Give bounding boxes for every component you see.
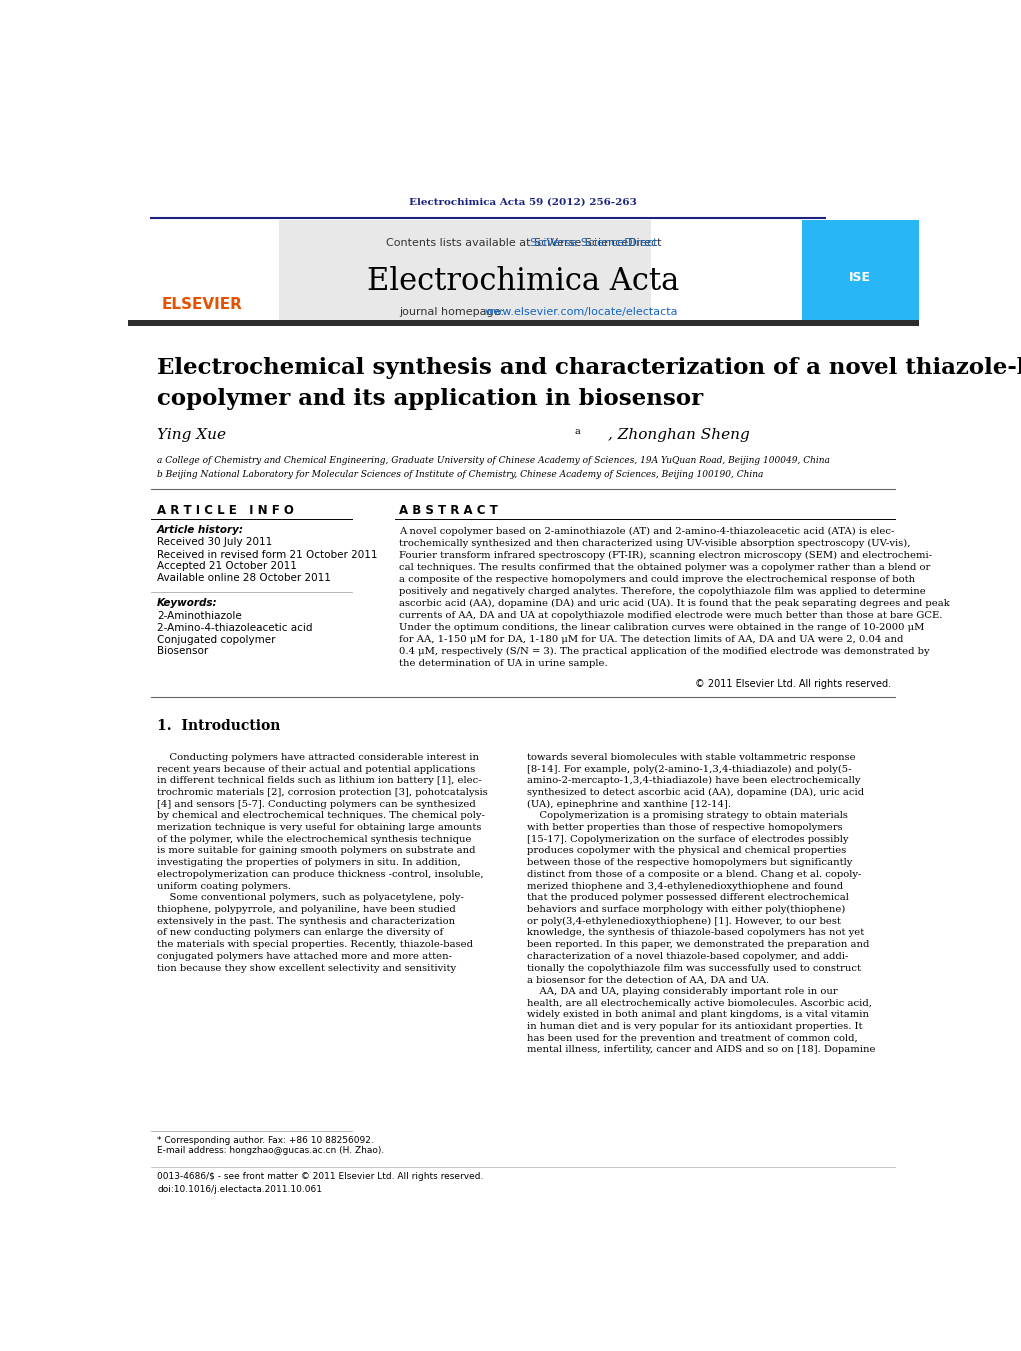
Text: or poly(3,4-ethylenedioxythiophene) [1]. However, to our best: or poly(3,4-ethylenedioxythiophene) [1].… <box>527 916 840 925</box>
Text: Conjugated copolymer: Conjugated copolymer <box>157 635 276 644</box>
Text: in different technical fields such as lithium ion battery [1], elec-: in different technical fields such as li… <box>157 777 482 785</box>
Bar <box>279 220 650 320</box>
Text: copolymer and its application in biosensor: copolymer and its application in biosens… <box>157 388 703 411</box>
Text: Received 30 July 2011: Received 30 July 2011 <box>157 538 273 547</box>
Text: www.elsevier.com/locate/electacta: www.elsevier.com/locate/electacta <box>484 307 678 317</box>
Text: trochromic materials [2], corrosion protection [3], pohotcatalysis: trochromic materials [2], corrosion prot… <box>157 788 488 797</box>
Text: 0013-4686/$ - see front matter © 2011 Elsevier Ltd. All rights reserved.: 0013-4686/$ - see front matter © 2011 El… <box>157 1173 484 1182</box>
Text: electropolymerization can produce thickness -control, insoluble,: electropolymerization can produce thickn… <box>157 870 484 880</box>
Text: has been used for the prevention and treatment of common cold,: has been used for the prevention and tre… <box>527 1034 858 1043</box>
Text: a biosensor for the detection of AA, DA and UA.: a biosensor for the detection of AA, DA … <box>527 975 769 985</box>
Text: merized thiophene and 3,4-ethylenedioxythiophene and found: merized thiophene and 3,4-ethylenedioxyt… <box>527 882 843 890</box>
Text: distinct from those of a composite or a blend. Chang et al. copoly-: distinct from those of a composite or a … <box>527 870 861 880</box>
Text: A novel copolymer based on 2-aminothiazole (AT) and 2-amino-4-thiazoleacetic aci: A novel copolymer based on 2-aminothiazo… <box>399 527 894 536</box>
Text: behaviors and surface morphology with either poly(thiophene): behaviors and surface morphology with ei… <box>527 905 845 915</box>
Text: uniform coating polymers.: uniform coating polymers. <box>157 882 291 890</box>
Text: the materials with special properties. Recently, thiazole-based: the materials with special properties. R… <box>157 940 473 950</box>
Text: Accepted 21 October 2011: Accepted 21 October 2011 <box>157 562 297 571</box>
Text: tion because they show excellent selectivity and sensitivity: tion because they show excellent selecti… <box>157 963 456 973</box>
Text: Electrochimica Acta 59 (2012) 256-263: Electrochimica Acta 59 (2012) 256-263 <box>409 197 637 207</box>
Text: mental illness, infertility, cancer and AIDS and so on [18]. Dopamine: mental illness, infertility, cancer and … <box>527 1046 875 1054</box>
Text: of the polymer, while the electrochemical synthesis technique: of the polymer, while the electrochemica… <box>157 835 472 844</box>
Text: merization technique is very useful for obtaining large amounts: merization technique is very useful for … <box>157 823 482 832</box>
Text: ascorbic acid (AA), dopamine (DA) and uric acid (UA). It is found that the peak : ascorbic acid (AA), dopamine (DA) and ur… <box>399 598 950 608</box>
Text: synthesized to detect ascorbic acid (AA), dopamine (DA), uric acid: synthesized to detect ascorbic acid (AA)… <box>527 788 864 797</box>
Text: Under the optimum conditions, the linear calibration curves were obtained in the: Under the optimum conditions, the linear… <box>399 623 924 632</box>
Text: characterization of a novel thiazole-based copolymer, and addi-: characterization of a novel thiazole-bas… <box>527 952 848 961</box>
Text: A R T I C L E   I N F O: A R T I C L E I N F O <box>157 504 294 517</box>
Text: A B S T R A C T: A B S T R A C T <box>399 504 497 517</box>
Bar <box>128 220 277 320</box>
Text: health, are all electrochemically active biomolecules. Ascorbic acid,: health, are all electrochemically active… <box>527 998 872 1008</box>
Text: between those of the respective homopolymers but significantly: between those of the respective homopoly… <box>527 858 853 867</box>
Text: is more suitable for gaining smooth polymers on substrate and: is more suitable for gaining smooth poly… <box>157 847 476 855</box>
Text: recent years because of their actual and potential applications: recent years because of their actual and… <box>157 765 476 774</box>
Text: © 2011 Elsevier Ltd. All rights reserved.: © 2011 Elsevier Ltd. All rights reserved… <box>695 680 891 689</box>
Text: 2-Aminothiazole: 2-Aminothiazole <box>157 611 242 620</box>
Text: Keywords:: Keywords: <box>157 598 217 608</box>
Text: Article history:: Article history: <box>157 526 244 535</box>
Text: Electrochemical synthesis and characterization of a novel thiazole-based: Electrochemical synthesis and characteri… <box>157 358 1021 380</box>
Text: knowledge, the synthesis of thiazole-based copolymers has not yet: knowledge, the synthesis of thiazole-bas… <box>527 928 864 938</box>
Text: currents of AA, DA and UA at copolythiazole modified electrode were much better : currents of AA, DA and UA at copolythiaz… <box>399 611 942 620</box>
Text: ELSEVIER: ELSEVIER <box>161 297 242 312</box>
Text: a composite of the respective homopolymers and could improve the electrochemical: a composite of the respective homopolyme… <box>399 576 915 584</box>
Text: Biosensor: Biosensor <box>157 646 208 657</box>
Text: 0.4 μM, respectively (S/N = 3). The practical application of the modified electr: 0.4 μM, respectively (S/N = 3). The prac… <box>399 647 929 655</box>
Text: , Zhonghan Sheng: , Zhonghan Sheng <box>609 428 749 443</box>
Text: [4] and sensors [5-7]. Conducting polymers can be synthesized: [4] and sensors [5-7]. Conducting polyme… <box>157 800 476 809</box>
Text: in human diet and is very popular for its antioxidant properties. It: in human diet and is very popular for it… <box>527 1021 863 1031</box>
Bar <box>128 320 919 326</box>
Text: tionally the copolythiazole film was successfully used to construct: tionally the copolythiazole film was suc… <box>527 963 861 973</box>
Text: a: a <box>575 427 581 436</box>
Text: Received in revised form 21 October 2011: Received in revised form 21 October 2011 <box>157 550 378 559</box>
Text: positively and negatively charged analytes. Therefore, the copolythiazole film w: positively and negatively charged analyt… <box>399 586 926 596</box>
Text: Some conventional polymers, such as polyacetylene, poly-: Some conventional polymers, such as poly… <box>157 893 464 902</box>
Text: been reported. In this paper, we demonstrated the preparation and: been reported. In this paper, we demonst… <box>527 940 869 950</box>
Text: conjugated polymers have attached more and more atten-: conjugated polymers have attached more a… <box>157 952 452 961</box>
Text: towards several biomolecules with stable voltammetric response: towards several biomolecules with stable… <box>527 753 856 762</box>
Text: (UA), epinephrine and xanthine [12-14].: (UA), epinephrine and xanthine [12-14]. <box>527 800 731 809</box>
Text: produces copolymer with the physical and chemical properties: produces copolymer with the physical and… <box>527 847 846 855</box>
Text: Available online 28 October 2011: Available online 28 October 2011 <box>157 573 331 582</box>
Text: Fourier transform infrared spectroscopy (FT-IR), scanning electron microscopy (S: Fourier transform infrared spectroscopy … <box>399 551 932 561</box>
Text: Conducting polymers have attracted considerable interest in: Conducting polymers have attracted consi… <box>157 753 479 762</box>
Text: doi:10.1016/j.electacta.2011.10.061: doi:10.1016/j.electacta.2011.10.061 <box>157 1185 322 1194</box>
Text: trochemically synthesized and then characterized using UV-visible absorption spe: trochemically synthesized and then chara… <box>399 539 911 549</box>
Bar <box>801 220 919 320</box>
Text: for AA, 1-150 μM for DA, 1-180 μM for UA. The detection limits of AA, DA and UA : for AA, 1-150 μM for DA, 1-180 μM for UA… <box>399 635 904 643</box>
Text: investigating the properties of polymers in situ. In addition,: investigating the properties of polymers… <box>157 858 460 867</box>
Text: AA, DA and UA, playing considerably important role in our: AA, DA and UA, playing considerably impo… <box>527 988 837 996</box>
Text: b Beijing National Laboratory for Molecular Sciences of Institute of Chemistry, : b Beijing National Laboratory for Molecu… <box>157 470 764 480</box>
Text: SciVerse ScienceDirect: SciVerse ScienceDirect <box>390 238 657 249</box>
Text: extensively in the past. The synthesis and characterization: extensively in the past. The synthesis a… <box>157 917 455 925</box>
Text: E-mail address: hongzhao@gucas.ac.cn (H. Zhao).: E-mail address: hongzhao@gucas.ac.cn (H.… <box>157 1146 384 1155</box>
Text: of new conducting polymers can enlarge the diversity of: of new conducting polymers can enlarge t… <box>157 928 443 938</box>
Text: ISE: ISE <box>849 272 871 284</box>
Text: with better properties than those of respective homopolymers: with better properties than those of res… <box>527 823 842 832</box>
Text: Contents lists available at SciVerse ScienceDirect: Contents lists available at SciVerse Sci… <box>386 238 661 249</box>
Text: Electrochimica Acta: Electrochimica Acta <box>368 266 679 297</box>
Text: 1.  Introduction: 1. Introduction <box>157 719 281 732</box>
Text: Ying Xue: Ying Xue <box>157 428 226 443</box>
Text: a College of Chemistry and Chemical Engineering, Graduate University of Chinese : a College of Chemistry and Chemical Engi… <box>157 457 830 465</box>
Text: widely existed in both animal and plant kingdoms, is a vital vitamin: widely existed in both animal and plant … <box>527 1011 869 1019</box>
Text: that the produced polymer possessed different electrochemical: that the produced polymer possessed diff… <box>527 893 848 902</box>
Text: by chemical and electrochemical techniques. The chemical poly-: by chemical and electrochemical techniqu… <box>157 812 485 820</box>
Text: amino-2-mercapto-1,3,4-thiadiazole) have been electrochemically: amino-2-mercapto-1,3,4-thiadiazole) have… <box>527 777 861 785</box>
Text: [8-14]. For example, poly(2-amino-1,3,4-thiadiazole) and poly(5-: [8-14]. For example, poly(2-amino-1,3,4-… <box>527 765 852 774</box>
Text: 2-Amino-4-thiazoleacetic acid: 2-Amino-4-thiazoleacetic acid <box>157 623 312 634</box>
Text: the determination of UA in urine sample.: the determination of UA in urine sample. <box>399 658 607 667</box>
Text: journal homepage:: journal homepage: <box>399 307 507 317</box>
Text: thiophene, polypyrrole, and polyaniline, have been studied: thiophene, polypyrrole, and polyaniline,… <box>157 905 455 915</box>
Text: Copolymerization is a promising strategy to obtain materials: Copolymerization is a promising strategy… <box>527 812 847 820</box>
Text: * Corresponding author. Fax: +86 10 88256092.: * Corresponding author. Fax: +86 10 8825… <box>157 1136 374 1144</box>
Text: cal techniques. The results confirmed that the obtained polymer was a copolymer : cal techniques. The results confirmed th… <box>399 563 930 571</box>
Text: [15-17]. Copolymerization on the surface of electrodes possibly: [15-17]. Copolymerization on the surface… <box>527 835 848 844</box>
